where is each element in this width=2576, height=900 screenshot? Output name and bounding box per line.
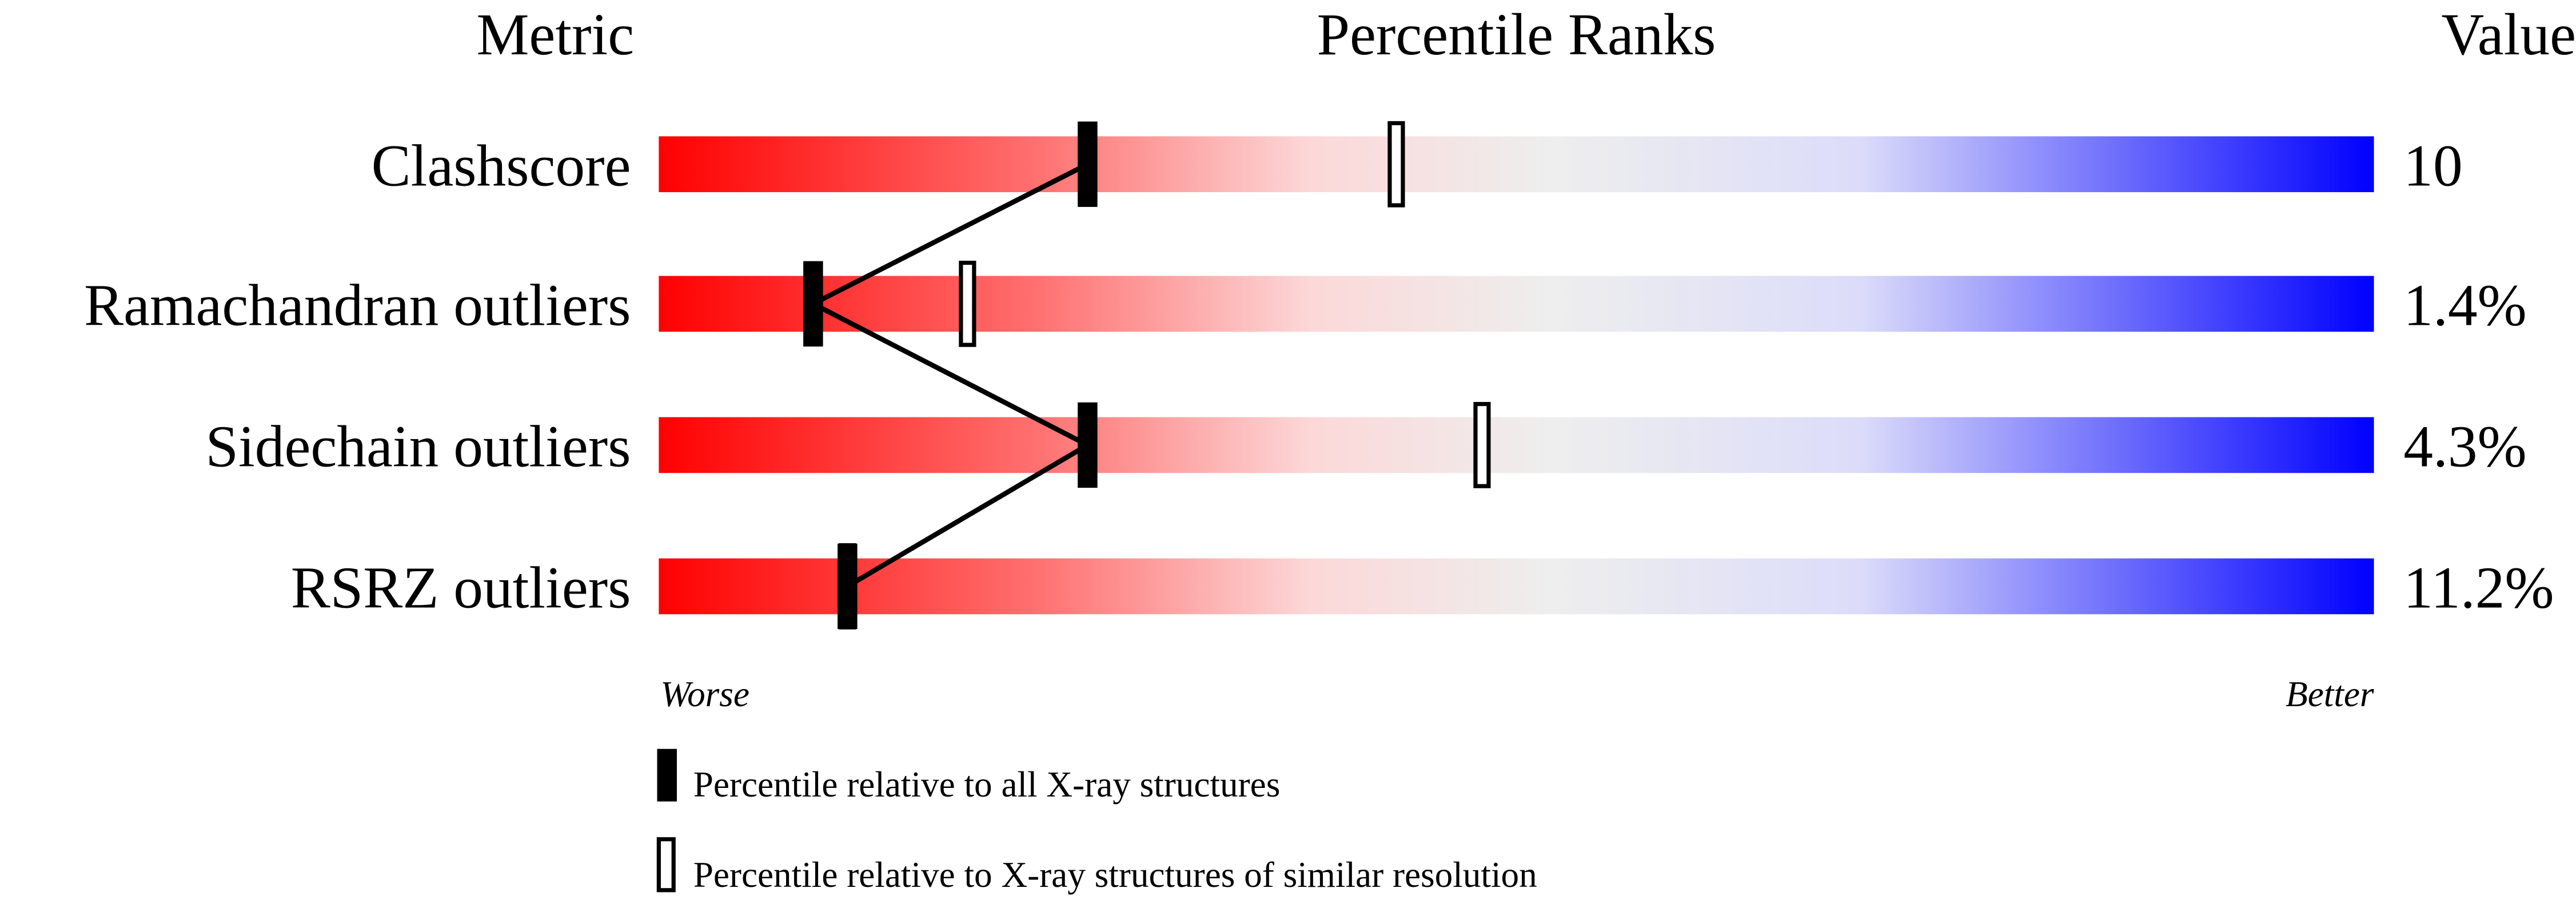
percentile-bar (659, 276, 2374, 332)
legend-open-marker-icon (656, 837, 676, 893)
legend-similar-resolution: Percentile relative to X-ray structures … (693, 855, 1537, 895)
all-structures-connector-line (807, 162, 1093, 589)
metric-value: 1.4% (2403, 273, 2526, 339)
all-structures-marker (803, 261, 823, 347)
similar-resolution-marker (1387, 121, 1405, 208)
percentile-bar (659, 417, 2374, 473)
all-structures-marker (1078, 121, 1098, 207)
metric-label: RSRZ outliers (291, 556, 631, 621)
worse-label: Worse (660, 674, 749, 714)
all-structures-marker (1078, 402, 1098, 488)
percentile-bar (659, 558, 2374, 615)
percentile-bar (659, 136, 2374, 193)
header-metric: Metric (476, 2, 634, 67)
metric-label: Clashscore (372, 134, 631, 199)
metric-value: 4.3% (2403, 415, 2526, 480)
better-label: Better (2286, 674, 2374, 714)
metric-value: 10 (2403, 134, 2462, 199)
header-value: Value (2441, 2, 2576, 67)
legend-filled-marker-icon (657, 748, 677, 802)
header-percentile-ranks: Percentile Ranks (1317, 2, 1716, 67)
metric-label: Sidechain outliers (206, 415, 631, 480)
similar-resolution-marker (1473, 401, 1491, 488)
metric-value: 11.2% (2403, 556, 2554, 621)
metric-label: Ramachandran outliers (84, 273, 631, 339)
similar-resolution-marker (959, 260, 976, 347)
all-structures-marker (838, 543, 858, 630)
legend-all-structures: Percentile relative to all X-ray structu… (693, 764, 1281, 805)
